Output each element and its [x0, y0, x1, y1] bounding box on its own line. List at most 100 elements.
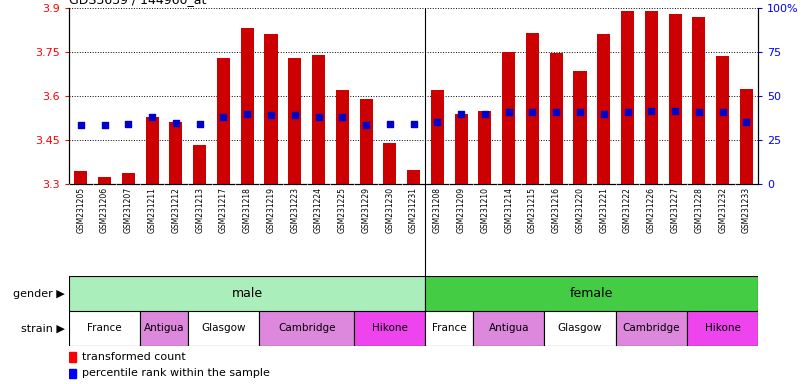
Bar: [98, 177, 111, 184]
Bar: [616, 311, 687, 346]
Text: GSM231216: GSM231216: [551, 187, 560, 233]
Text: GSM231215: GSM231215: [528, 187, 537, 233]
Text: GSM231219: GSM231219: [267, 187, 276, 233]
Point: [740, 119, 753, 126]
Text: strain ▶: strain ▶: [21, 323, 65, 333]
Bar: [188, 311, 259, 346]
Point: [193, 121, 206, 127]
Text: male: male: [232, 287, 263, 300]
Bar: [550, 53, 563, 184]
Bar: [75, 171, 88, 184]
Point: [455, 111, 468, 117]
Bar: [69, 369, 76, 378]
Text: GSM231212: GSM231212: [171, 187, 180, 233]
Text: GSM231217: GSM231217: [219, 187, 228, 233]
Bar: [217, 58, 230, 184]
Point: [122, 121, 135, 127]
Text: France: France: [88, 323, 122, 333]
Point: [384, 121, 397, 127]
Text: GSM231222: GSM231222: [623, 187, 632, 233]
Text: GSM231227: GSM231227: [671, 187, 680, 233]
Text: GSM231210: GSM231210: [480, 187, 489, 233]
Bar: [716, 56, 729, 184]
Bar: [169, 122, 182, 184]
Text: GSM231228: GSM231228: [694, 187, 703, 233]
Bar: [621, 11, 634, 184]
Text: Antigua: Antigua: [144, 323, 184, 333]
Text: GSM231213: GSM231213: [195, 187, 204, 233]
Bar: [431, 90, 444, 184]
Point: [597, 111, 610, 117]
Bar: [426, 276, 758, 311]
Point: [312, 114, 325, 120]
Bar: [687, 311, 758, 346]
Text: GSM231231: GSM231231: [409, 187, 418, 233]
Bar: [693, 17, 706, 184]
Text: GSM231205: GSM231205: [76, 187, 85, 233]
Bar: [336, 90, 349, 184]
Bar: [407, 170, 420, 184]
Bar: [146, 117, 159, 184]
Text: GSM231208: GSM231208: [433, 187, 442, 233]
Text: female: female: [570, 287, 614, 300]
Text: Hikone: Hikone: [705, 323, 740, 333]
Text: GSM231224: GSM231224: [314, 187, 323, 233]
Text: transformed count: transformed count: [82, 352, 186, 362]
Text: Glasgow: Glasgow: [201, 323, 246, 333]
Bar: [478, 111, 491, 184]
Point: [75, 122, 88, 129]
Text: GSM231225: GSM231225: [338, 187, 347, 233]
Bar: [526, 33, 539, 184]
Text: Hikone: Hikone: [372, 323, 408, 333]
Point: [502, 109, 515, 115]
Point: [169, 120, 182, 126]
Point: [526, 109, 539, 115]
Bar: [312, 55, 325, 184]
Bar: [69, 353, 76, 362]
Text: Cambridge: Cambridge: [278, 323, 336, 333]
Text: GSM231214: GSM231214: [504, 187, 513, 233]
Point: [693, 109, 706, 115]
Text: GDS3639 / 144960_at: GDS3639 / 144960_at: [69, 0, 206, 7]
Point: [407, 121, 420, 127]
Bar: [264, 34, 277, 184]
Point: [288, 112, 301, 118]
Bar: [473, 311, 544, 346]
Bar: [426, 311, 473, 346]
Text: Cambridge: Cambridge: [623, 323, 680, 333]
Point: [716, 109, 729, 115]
Point: [668, 108, 681, 114]
Point: [146, 114, 159, 120]
Bar: [597, 34, 611, 184]
Bar: [69, 276, 426, 311]
Text: GSM231220: GSM231220: [576, 187, 585, 233]
Text: Glasgow: Glasgow: [558, 323, 603, 333]
Bar: [140, 311, 188, 346]
Text: GSM231223: GSM231223: [290, 187, 299, 233]
Bar: [354, 311, 426, 346]
Point: [550, 109, 563, 115]
Bar: [645, 11, 658, 184]
Point: [359, 122, 372, 129]
Point: [217, 114, 230, 120]
Bar: [193, 144, 206, 184]
Text: gender ▶: gender ▶: [13, 289, 65, 299]
Bar: [241, 28, 254, 184]
Text: GSM231218: GSM231218: [242, 187, 251, 233]
Text: GSM231209: GSM231209: [457, 187, 466, 233]
Point: [241, 111, 254, 117]
Text: GSM231232: GSM231232: [718, 187, 727, 233]
Bar: [359, 99, 372, 184]
Bar: [259, 311, 354, 346]
Bar: [573, 71, 586, 184]
Text: GSM231206: GSM231206: [100, 187, 109, 233]
Text: Antigua: Antigua: [488, 323, 529, 333]
Bar: [455, 114, 468, 184]
Text: percentile rank within the sample: percentile rank within the sample: [82, 368, 269, 379]
Point: [478, 111, 491, 117]
Bar: [384, 143, 397, 184]
Point: [621, 109, 634, 115]
Text: GSM231233: GSM231233: [742, 187, 751, 233]
Text: GSM231211: GSM231211: [148, 187, 157, 233]
Bar: [740, 89, 753, 184]
